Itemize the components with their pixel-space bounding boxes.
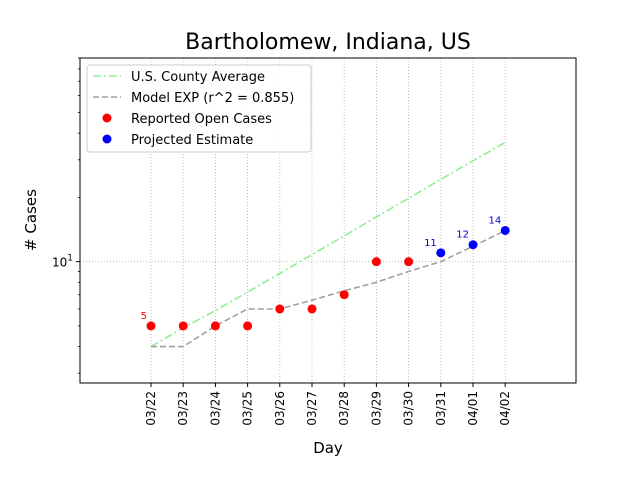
legend-label-model-exp-r-2-0-855: Model EXP (r^2 = 0.855) (131, 91, 294, 106)
data-point-reported-open-cases (371, 257, 381, 267)
annotation-layer: 5 11 12 14 (141, 215, 502, 321)
series-layer (150, 141, 506, 348)
x-tick-label: 03/28 (337, 391, 351, 426)
data-point-reported-open-cases (178, 321, 188, 331)
legend-label-u-s-county-average: U.S. County Average (131, 70, 265, 85)
x-tick-label: 03/31 (434, 391, 448, 426)
points-layer (146, 225, 510, 331)
legend-swatch-reported-open-cases (102, 113, 112, 123)
legend-swatch-projected-estimate (102, 134, 112, 144)
y-axis-label: # Cases (22, 189, 40, 251)
x-tick-label: 03/22 (144, 391, 158, 426)
x-tick-label: 03/27 (305, 391, 319, 426)
data-point-reported-open-cases (404, 257, 414, 267)
data-label: 11 (424, 238, 437, 249)
y-tick-label: 101 (52, 254, 73, 270)
x-tick-label: 03/25 (241, 391, 255, 426)
x-tick-label: 04/01 (466, 391, 480, 426)
series-line-u-s-county-average (150, 141, 506, 348)
data-point-reported-open-cases (307, 304, 317, 314)
plot-frame (79, 57, 577, 384)
x-tick-label: 03/23 (176, 391, 190, 426)
data-point-reported-open-cases (243, 321, 253, 331)
legend: U.S. County Average Model EXP (r^2 = 0.85… (86, 64, 312, 153)
series-line-model-exp-r-2-0-855 (151, 229, 506, 348)
x-tick-label: 03/29 (369, 391, 383, 426)
data-point-reported-open-cases (339, 290, 349, 300)
legend-label-reported-open-cases: Reported Open Cases (131, 112, 272, 127)
data-point-reported-open-cases (210, 321, 220, 331)
data-label: 12 (456, 230, 469, 241)
x-tick-label: 04/02 (498, 391, 512, 426)
data-point-reported-open-cases (146, 321, 156, 331)
data-label: 14 (488, 215, 501, 226)
data-point-projected-estimate (500, 225, 510, 235)
data-point-projected-estimate (468, 240, 478, 250)
data-label: 5 (141, 311, 147, 322)
x-axis-label: Day (313, 439, 343, 457)
x-tick-label: 03/30 (402, 391, 416, 426)
x-tick-label: 03/26 (273, 391, 287, 426)
x-tick-label: 03/24 (208, 391, 222, 426)
data-point-reported-open-cases (275, 304, 285, 314)
chart-title: Bartholomew, Indiana, US (185, 30, 471, 55)
legend-box (86, 64, 312, 153)
axes: 03/22 03/23 03/24 03/25 03/26 03/27 03/28 03/29… (52, 57, 512, 426)
legend-label-projected-estimate: Projected Estimate (131, 133, 253, 148)
data-point-projected-estimate (436, 248, 446, 258)
